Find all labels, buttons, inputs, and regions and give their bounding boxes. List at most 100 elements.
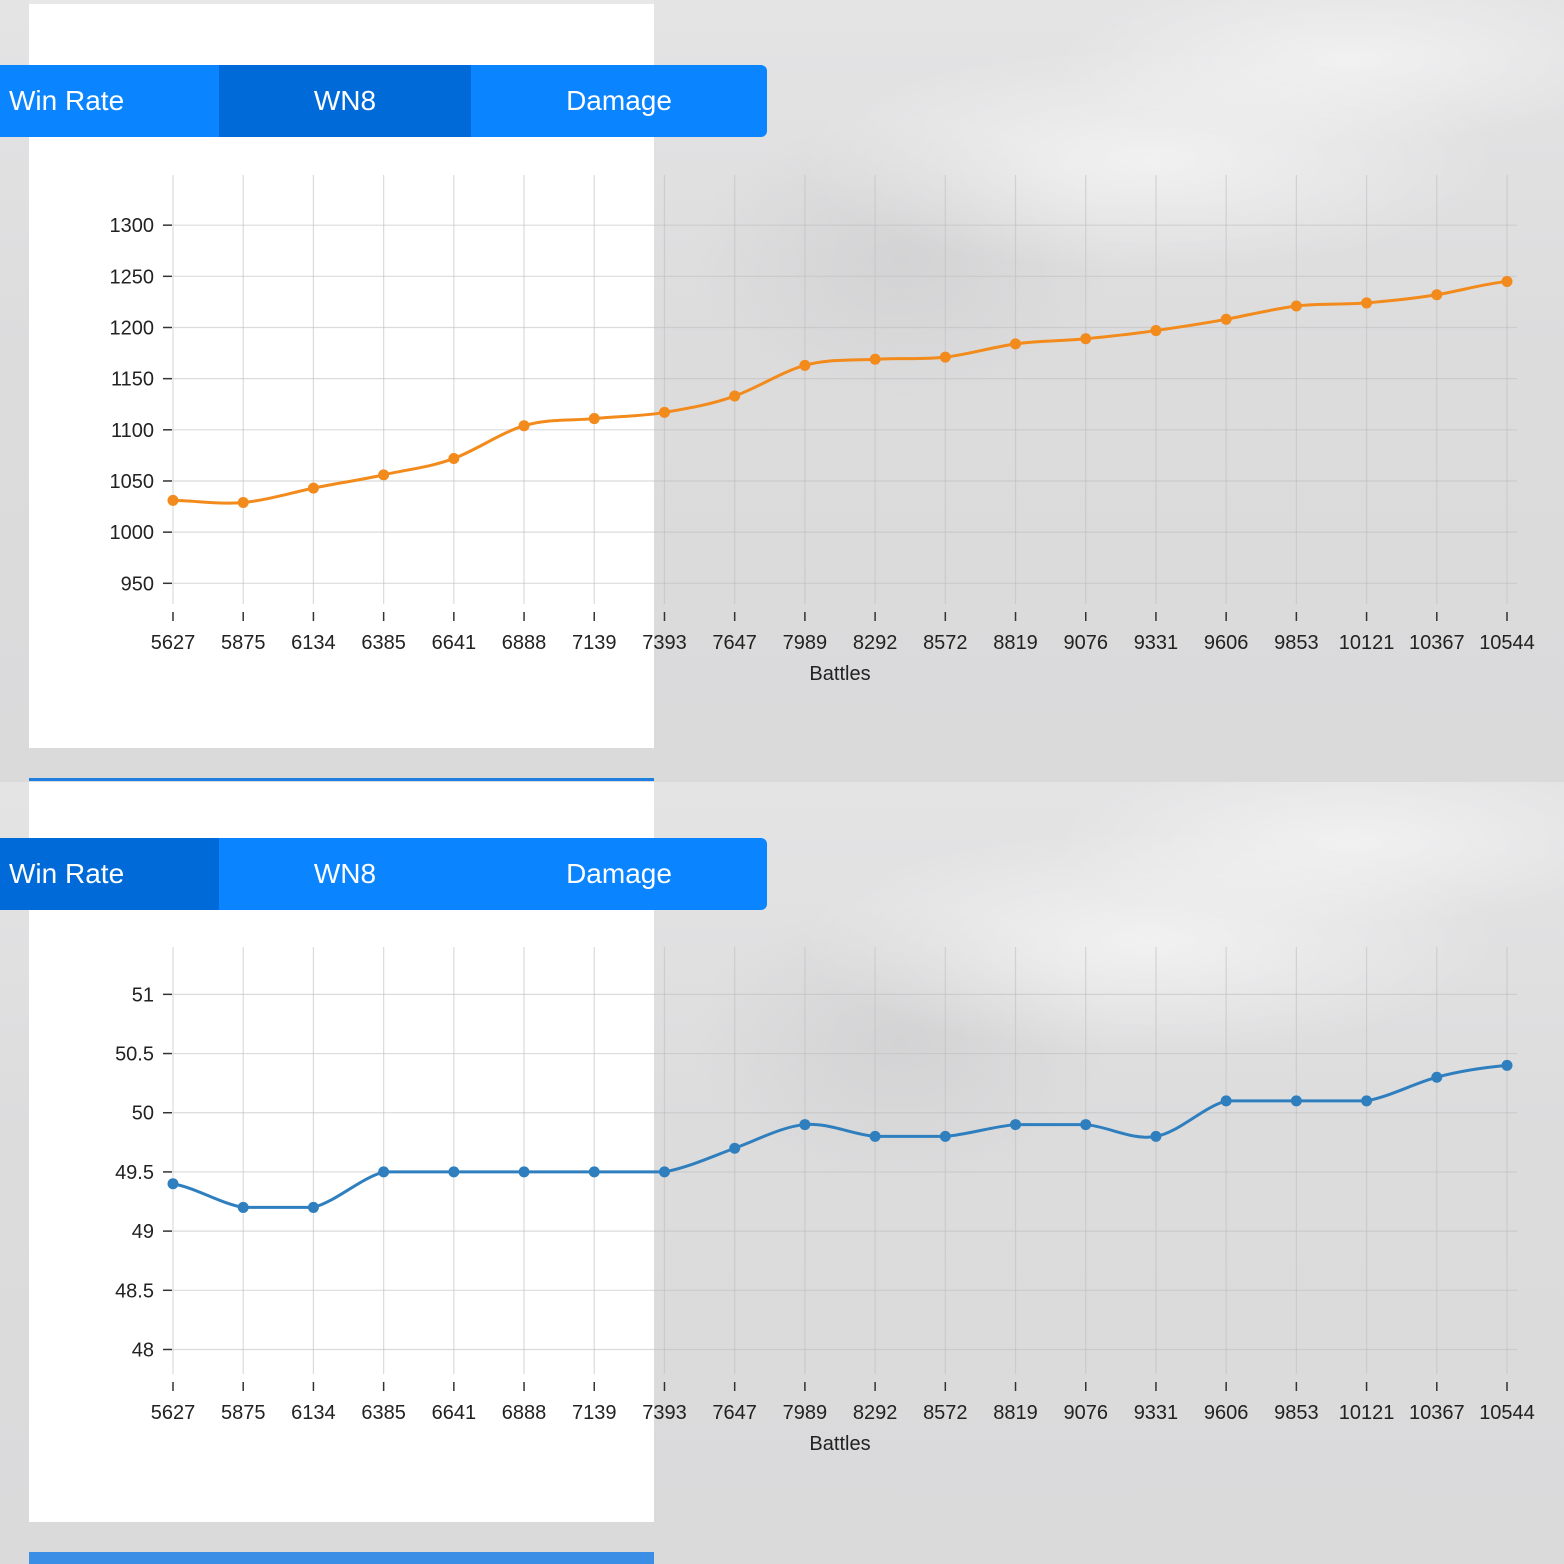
x-tick-label: 9606 bbox=[1204, 632, 1249, 654]
tab-win-rate[interactable]: Win Rate bbox=[0, 838, 219, 910]
x-tick-label: 8572 bbox=[923, 1402, 968, 1424]
y-tick-label: 48.5 bbox=[115, 1280, 154, 1302]
x-tick-label: 8819 bbox=[993, 632, 1038, 654]
card-bottom-border bbox=[29, 1552, 654, 1564]
series-line bbox=[172, 1063, 1508, 1209]
tab-wn8[interactable]: WN8 bbox=[313, 858, 377, 889]
data-point bbox=[448, 452, 460, 464]
card-bottom-border bbox=[29, 778, 654, 781]
data-point bbox=[1080, 333, 1092, 345]
x-tick-label: 9076 bbox=[1063, 1402, 1108, 1424]
data-point bbox=[1080, 1119, 1092, 1131]
x-tick-label: 9331 bbox=[1134, 1402, 1179, 1424]
data-point bbox=[1361, 297, 1373, 309]
x-axis-title: Battles bbox=[809, 663, 870, 685]
y-tick-label: 49 bbox=[132, 1221, 154, 1243]
x-tick-label: 7989 bbox=[783, 1402, 828, 1424]
y-tick-label: 1200 bbox=[110, 317, 155, 339]
x-tick-label: 7393 bbox=[642, 632, 687, 654]
tab-wn8[interactable]: WN8 bbox=[219, 65, 471, 137]
y-tick-label: 950 bbox=[121, 573, 154, 595]
x-tick-label: 8819 bbox=[993, 1402, 1038, 1424]
data-point bbox=[1010, 338, 1022, 350]
x-tick-label: 8292 bbox=[853, 632, 898, 654]
x-tick-label: 7393 bbox=[642, 1402, 687, 1424]
data-point bbox=[869, 1130, 881, 1142]
data-point bbox=[588, 413, 600, 425]
wn8-panel: Win Rate WN8 Damage 950 1000 1050 1100 1150 1… bbox=[0, 0, 1564, 782]
x-tick-label: 7989 bbox=[783, 632, 828, 654]
data-point bbox=[658, 406, 670, 418]
data-point bbox=[729, 1142, 741, 1154]
data-point bbox=[448, 1166, 460, 1178]
x-tick-label: 10121 bbox=[1339, 632, 1395, 654]
x-tick-label: 5627 bbox=[151, 1402, 196, 1424]
wn8-line-chart: 950 1000 1050 1100 1150 1200 1250 1300 5627 5875 6… bbox=[110, 175, 1535, 685]
x-tick-label: 10121 bbox=[1339, 1402, 1395, 1424]
data-point bbox=[1010, 1119, 1022, 1131]
data-point bbox=[237, 1201, 249, 1213]
data-point bbox=[1361, 1095, 1373, 1107]
data-point bbox=[1290, 1095, 1302, 1107]
x-tick-label: 5627 bbox=[151, 632, 196, 654]
data-point bbox=[1290, 300, 1302, 312]
x-tick-label: 9853 bbox=[1274, 1402, 1319, 1424]
x-tick-label: 10367 bbox=[1409, 1402, 1465, 1424]
data-point bbox=[939, 1130, 951, 1142]
tab-damage[interactable]: Damage bbox=[566, 85, 672, 116]
x-tick-label: 9331 bbox=[1134, 632, 1179, 654]
x-tick-label: 10367 bbox=[1409, 632, 1465, 654]
data-point bbox=[307, 482, 319, 494]
x-tick-label: 10544 bbox=[1479, 632, 1535, 654]
x-tick-label: 6888 bbox=[502, 1402, 547, 1424]
data-point bbox=[1220, 1095, 1232, 1107]
data-point bbox=[237, 496, 249, 508]
x-tick-label: 5875 bbox=[221, 1402, 266, 1424]
data-point bbox=[799, 359, 811, 371]
data-point bbox=[588, 1166, 600, 1178]
tab-damage[interactable]: Damage bbox=[566, 858, 672, 889]
x-tick-label: 7139 bbox=[572, 1402, 617, 1424]
x-tick-label: 6641 bbox=[432, 632, 477, 654]
y-tick-label: 50.5 bbox=[115, 1044, 154, 1066]
data-point bbox=[518, 420, 530, 432]
x-tick-label: 7647 bbox=[712, 1402, 757, 1424]
data-point bbox=[307, 1201, 319, 1213]
x-tick-label: 9076 bbox=[1063, 632, 1108, 654]
stat-tabs: Win Rate WN8 Damage bbox=[0, 65, 767, 137]
series-line bbox=[172, 279, 1508, 505]
x-tick-label: 6641 bbox=[432, 1402, 477, 1424]
y-tick-label: 1000 bbox=[110, 522, 155, 544]
x-tick-label: 9606 bbox=[1204, 1402, 1249, 1424]
data-point bbox=[1431, 1071, 1443, 1083]
stat-tabs: Win Rate WN8 Damage bbox=[0, 838, 767, 910]
x-tick-label: 8572 bbox=[923, 632, 968, 654]
data-point bbox=[378, 1166, 390, 1178]
y-tick-label: 49.5 bbox=[115, 1162, 154, 1184]
data-point bbox=[518, 1166, 530, 1178]
data-point bbox=[167, 1178, 179, 1190]
y-tick-label: 1300 bbox=[110, 215, 155, 237]
x-tick-label: 8292 bbox=[853, 1402, 898, 1424]
y-tick-label: 1100 bbox=[111, 420, 154, 442]
x-tick-label: 10544 bbox=[1479, 1402, 1535, 1424]
x-axis-title: Battles bbox=[809, 1433, 870, 1455]
data-point bbox=[1501, 275, 1513, 287]
x-tick-label: 6385 bbox=[361, 632, 406, 654]
data-point bbox=[1150, 325, 1162, 337]
tab-win-rate[interactable]: Win Rate bbox=[9, 85, 125, 116]
data-point bbox=[1431, 289, 1443, 301]
y-tick-label: 51 bbox=[132, 984, 154, 1006]
x-tick-label: 9853 bbox=[1274, 632, 1319, 654]
y-tick-label: 48 bbox=[132, 1339, 154, 1361]
y-tick-label: 50 bbox=[132, 1103, 154, 1125]
data-point bbox=[869, 353, 881, 365]
y-tick-label: 1050 bbox=[110, 471, 155, 493]
x-tick-label: 6888 bbox=[502, 632, 547, 654]
y-tick-label: 1150 bbox=[111, 369, 154, 391]
data-point bbox=[658, 1166, 670, 1178]
data-point bbox=[939, 351, 951, 363]
x-tick-label: 7647 bbox=[712, 632, 757, 654]
data-point bbox=[729, 390, 741, 402]
winrate-line-chart: 48 48.5 49 49.5 50 50.5 51 5627 5875 6134 6385 6641… bbox=[115, 947, 1535, 1455]
